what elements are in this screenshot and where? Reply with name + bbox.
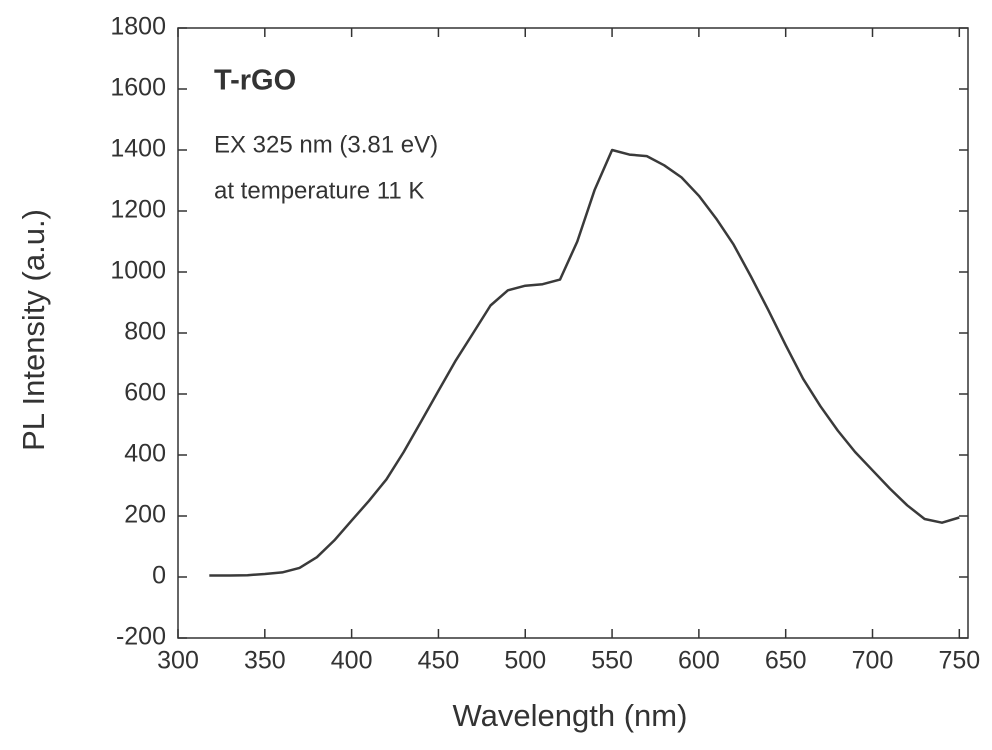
y-tick-label: 1000 xyxy=(110,257,166,285)
y-tick-label: 1200 xyxy=(110,196,166,224)
x-tick-label: 450 xyxy=(418,647,460,675)
x-tick-label: 300 xyxy=(157,647,199,675)
x-tick-label: 700 xyxy=(852,647,894,675)
y-tick-label: 800 xyxy=(124,318,166,346)
y-tick-label: 1400 xyxy=(110,135,166,163)
x-tick-label: 500 xyxy=(504,647,546,675)
x-tick-label: 600 xyxy=(678,647,720,675)
data-line xyxy=(209,148,960,577)
y-tick-label: 1800 xyxy=(110,13,166,41)
x-tick-label: 750 xyxy=(938,647,980,675)
y-tick-label: 600 xyxy=(124,379,166,407)
annotation: at temperature 11 K xyxy=(214,177,424,204)
y-tick-label: 200 xyxy=(124,501,166,529)
y-axis-label: PL Intensity (a.u.) xyxy=(16,209,51,451)
y-tick-label: 0 xyxy=(152,562,166,590)
x-tick-label: 550 xyxy=(591,647,633,675)
plot-frame xyxy=(177,27,969,639)
annotation: EX 325 nm (3.81 eV) xyxy=(214,131,438,158)
annotation: T-rGO xyxy=(214,65,296,97)
y-tick-label: 1600 xyxy=(110,74,166,102)
x-axis-label: Wavelength (nm) xyxy=(453,698,688,733)
x-tick-label: 400 xyxy=(331,647,373,675)
x-tick-label: 650 xyxy=(765,647,807,675)
x-tick-label: 350 xyxy=(244,647,286,675)
y-tick-label: -200 xyxy=(116,623,166,651)
y-tick-label: 400 xyxy=(124,440,166,468)
